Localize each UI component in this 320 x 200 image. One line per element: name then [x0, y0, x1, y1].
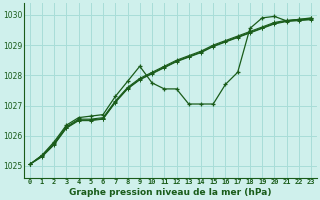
X-axis label: Graphe pression niveau de la mer (hPa): Graphe pression niveau de la mer (hPa)	[69, 188, 272, 197]
